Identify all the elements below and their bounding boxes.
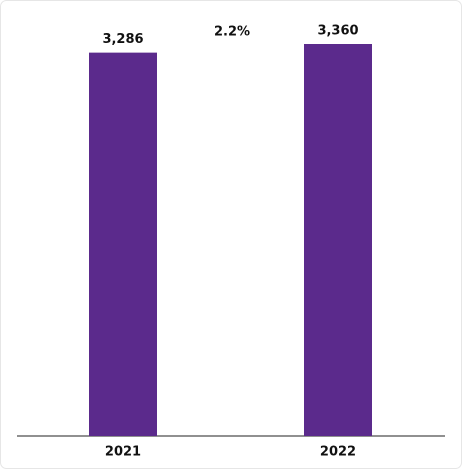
bar	[304, 44, 372, 436]
x-tick-label: 2022	[320, 445, 356, 460]
value-label: 3,360	[317, 24, 358, 39]
x-tick-label: 2021	[105, 445, 141, 460]
annotation: 2.2%	[214, 25, 250, 40]
bar	[89, 52, 157, 437]
value-label: 3,286	[102, 32, 143, 47]
